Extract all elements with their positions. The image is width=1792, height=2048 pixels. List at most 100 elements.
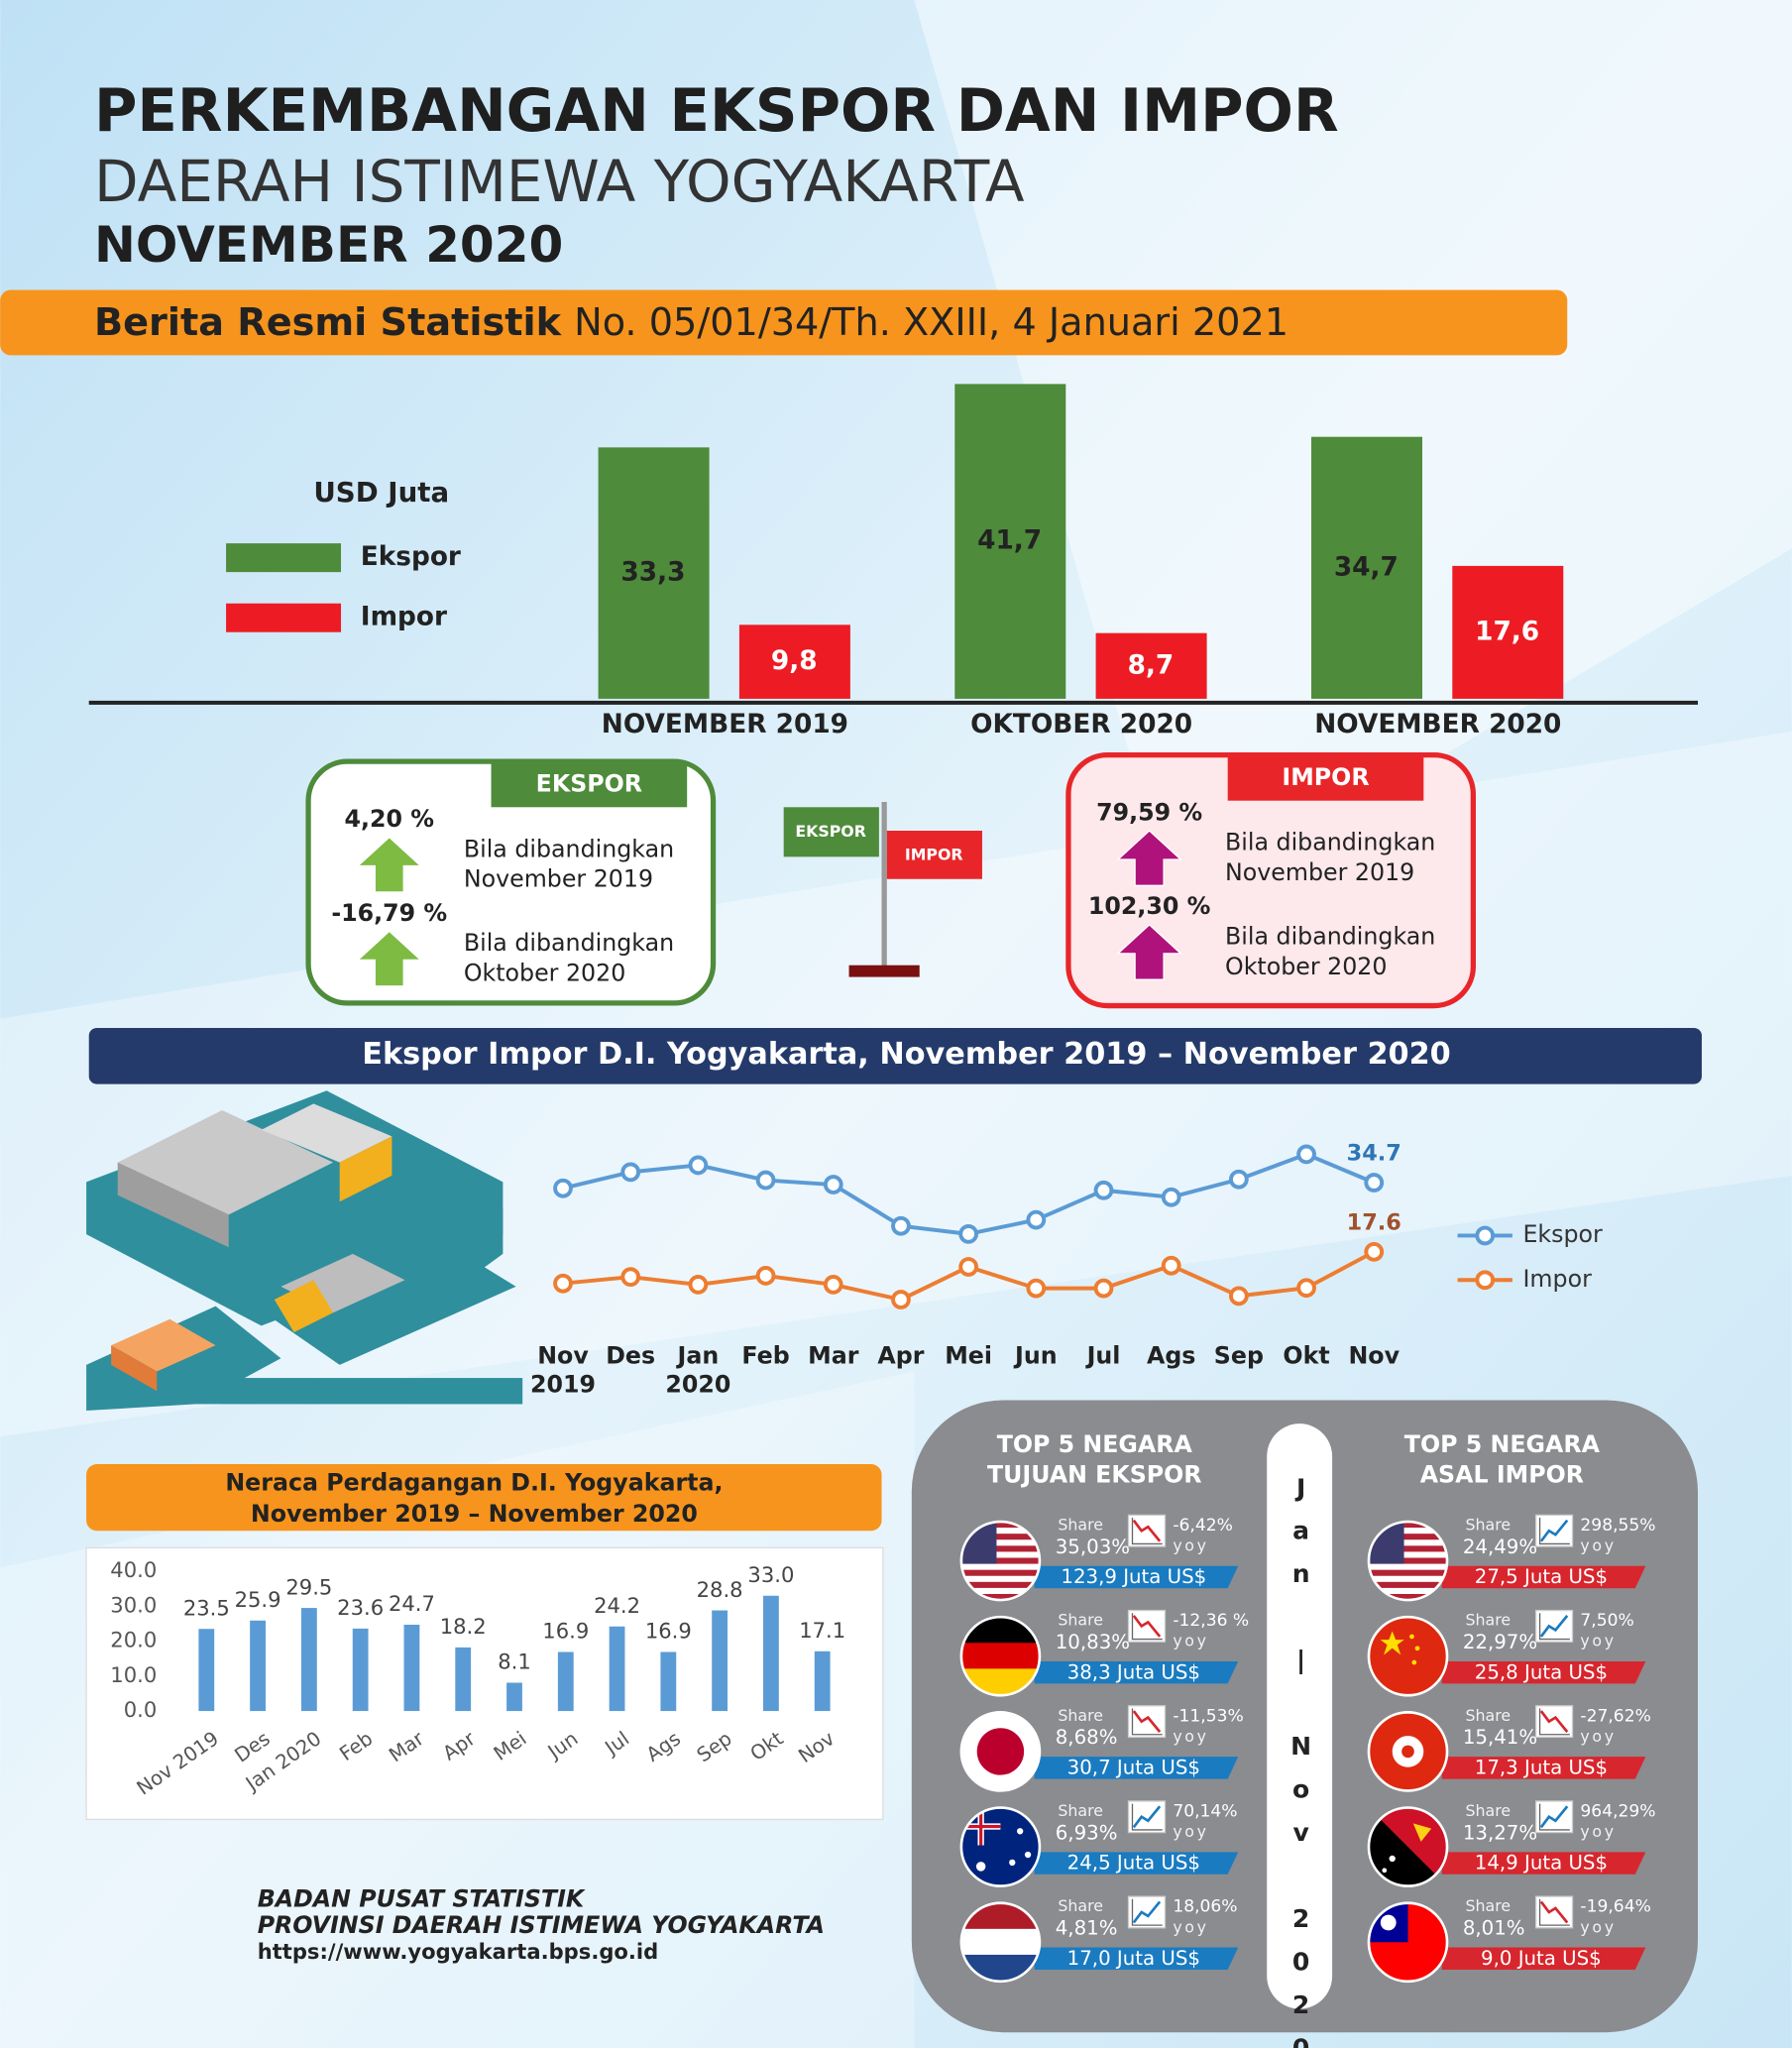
flag-part <box>1368 1569 1448 1576</box>
value-band <box>1441 1660 1646 1684</box>
trend-line <box>1132 1805 1162 1829</box>
point <box>755 1266 776 1286</box>
x-tick-label: Feb <box>741 1341 789 1369</box>
trend-icon <box>1127 1895 1167 1929</box>
trend-axis <box>1538 1518 1570 1545</box>
release-band <box>0 289 1568 356</box>
bar <box>954 384 1066 699</box>
value-band <box>1034 1660 1239 1684</box>
release-rest: No. 05/01/34/Th. XXIII, 4 Januari 2021 <box>574 300 1288 344</box>
point <box>620 1267 641 1288</box>
trend-axis <box>1131 1613 1163 1641</box>
point <box>823 1275 843 1295</box>
compare-text: Bila dibandingkan <box>464 835 674 862</box>
partners-title: ASAL IMPOR <box>1420 1460 1584 1488</box>
change-label: yoy <box>1580 1536 1616 1555</box>
flag-part <box>1368 1522 1448 1529</box>
x-tick-label: OKTOBER 2020 <box>970 710 1192 740</box>
point <box>1093 1180 1114 1200</box>
flag-part <box>979 1807 983 1846</box>
value: 27,5 Juta US$ <box>1475 1565 1608 1588</box>
value-label: 17.1 <box>799 1618 845 1643</box>
flag-rim <box>1367 1711 1449 1792</box>
value: 17,3 Juta US$ <box>1475 1757 1608 1779</box>
arrow-up <box>356 930 423 987</box>
legend-label: Impor <box>1522 1265 1592 1293</box>
point <box>1161 1187 1181 1207</box>
bar <box>1310 436 1422 699</box>
value-band <box>1441 1947 1646 1970</box>
value: 30,7 Juta US$ <box>1067 1757 1200 1779</box>
x-tick-label: Jun <box>1013 1341 1058 1369</box>
trend-axis <box>1538 1898 1570 1926</box>
y-tick-label: 40.0 <box>110 1557 157 1582</box>
x-tick-label: Ags <box>1147 1341 1195 1369</box>
bar <box>660 1651 677 1712</box>
compare-tab <box>491 761 688 808</box>
flag-part <box>960 1643 1040 1670</box>
point <box>1026 1278 1047 1299</box>
flag-rim <box>1367 1806 1449 1887</box>
share-label: Share <box>1058 1801 1103 1820</box>
point <box>1093 1278 1114 1299</box>
compare-value: 102,30 % <box>1088 892 1210 920</box>
share: 35,03% <box>1056 1536 1130 1558</box>
flag-impor <box>886 830 982 879</box>
change: -19,64% <box>1580 1897 1650 1917</box>
trend-line <box>1132 1615 1162 1638</box>
point <box>1364 1173 1385 1193</box>
value: 25,8 Juta US$ <box>1475 1660 1608 1683</box>
flag-part <box>960 1928 1040 1956</box>
arrow-up <box>1116 923 1182 980</box>
value-label: 24.2 <box>594 1593 640 1618</box>
x-tick-label: Apr <box>877 1341 924 1369</box>
value-band <box>1034 1565 1239 1589</box>
x-tick-label: Mar <box>808 1341 859 1369</box>
compare-text: November 2019 <box>464 865 653 893</box>
change-label: yoy <box>1173 1727 1208 1746</box>
flag-part <box>1368 1534 1448 1540</box>
flag-part <box>1409 1634 1414 1640</box>
flag-part <box>960 1557 1040 1564</box>
compare-tab <box>1227 754 1424 801</box>
flag-part <box>960 1581 1040 1588</box>
unit-label: USD Juta <box>313 476 449 509</box>
legend-swatch <box>226 543 342 573</box>
trend-line <box>1132 1519 1162 1542</box>
trend-axis <box>1131 1518 1163 1545</box>
flag-part <box>1368 1617 1448 1696</box>
trend-icon <box>1534 1705 1574 1739</box>
value-label: 18.2 <box>440 1614 487 1639</box>
value-label: 16.9 <box>542 1619 589 1644</box>
x-tick-label: Okt <box>1283 1341 1329 1369</box>
compare-text: November 2019 <box>1225 858 1414 886</box>
x-tick-label: Des <box>606 1341 655 1369</box>
value-label: 33.0 <box>747 1562 794 1587</box>
trend-icon <box>1534 1514 1574 1547</box>
x-tick-label: Sep <box>1214 1341 1264 1369</box>
legend-label: Ekspor <box>1522 1220 1603 1248</box>
trend-line <box>1539 1710 1569 1733</box>
flag-rim <box>1367 1901 1449 1984</box>
x-tick-sublabel: 2019 <box>530 1370 596 1398</box>
illustration <box>117 1162 229 1248</box>
flag-part <box>1382 1868 1388 1874</box>
point <box>1228 1286 1249 1307</box>
illustration <box>339 1136 392 1202</box>
change: -12,36 % <box>1173 1611 1249 1631</box>
flag-rim <box>1367 1520 1449 1602</box>
change-label: yoy <box>1173 1632 1208 1650</box>
value-band <box>1034 1852 1239 1875</box>
bar <box>609 1626 625 1712</box>
change: 964,29% <box>1580 1802 1655 1822</box>
share: 13,27% <box>1463 1821 1537 1844</box>
compare-text: Oktober 2020 <box>464 959 625 986</box>
flag-rim <box>959 1901 1042 1984</box>
illustration <box>261 1103 392 1163</box>
value-label: 16.9 <box>645 1619 692 1644</box>
bar <box>1095 632 1207 699</box>
value-label: 25.9 <box>235 1587 281 1612</box>
chart-header <box>86 1464 882 1532</box>
period: NOVEMBER 2020 <box>94 216 563 274</box>
value: 38,3 Juta US$ <box>1067 1660 1200 1683</box>
